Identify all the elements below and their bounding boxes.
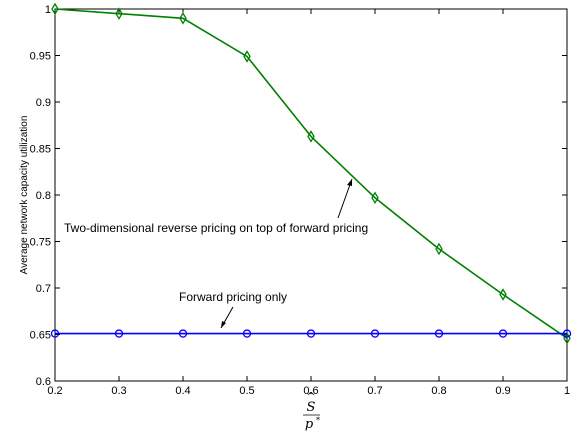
annotation-forward-only-arrowhead (221, 321, 226, 328)
x-tick-label: 0.4 (175, 385, 190, 397)
x-axis-label-hat: ^ (306, 390, 315, 403)
y-tick-label: 0.7 (36, 283, 51, 295)
series-layer (50, 2, 572, 345)
x-tick-label: 0.5 (239, 385, 254, 397)
series-2-point (370, 329, 380, 338)
series-2-point (306, 329, 316, 338)
y-tick-label: 0.85 (30, 144, 51, 156)
annotation-two-dimensional-arrowhead (347, 179, 352, 186)
series-1-point (307, 130, 315, 143)
x-tick-label: 1 (564, 385, 570, 397)
series-2-point (114, 329, 124, 338)
x-tick-label: 0.3 (111, 385, 126, 397)
annotation-two-dimensional: Two-dimensional reverse pricing on top o… (64, 178, 368, 235)
series-1-point (499, 288, 507, 301)
x-tick-label: 0.6 (303, 385, 318, 397)
series-1-point (51, 2, 59, 16)
plot-area (54, 8, 568, 382)
series-2 (50, 329, 572, 338)
y-tick-label: 0.65 (30, 330, 51, 342)
series-1-point (435, 242, 443, 256)
series-2-point (178, 329, 188, 338)
y-axis-ticks: 0.6 0.65 0.7 0.75 0.8 0.85 0.9 0.95 1 (30, 4, 567, 388)
y-axis-label: Average network capacity utilization (19, 116, 30, 275)
x-tick-label: 0.7 (367, 385, 382, 397)
series-2-point (242, 329, 252, 338)
series-2-point (50, 329, 60, 338)
series-1-line (54, 8, 568, 339)
x-axis-label-numerator: S (307, 400, 316, 415)
x-tick-label: 0.2 (47, 385, 62, 397)
series-1-point (115, 7, 123, 20)
series-1-point (179, 12, 187, 25)
y-tick-label: 0.6 (36, 376, 51, 388)
y-tick-label: 0.75 (30, 237, 51, 249)
x-axis-ticks: 0.2 0.3 0.4 0.5 0.6 0.7 0.8 0.9 1 (47, 9, 570, 397)
series-2-point (498, 329, 508, 338)
y-tick-label: 0.95 (30, 51, 51, 63)
series-2-point (434, 329, 444, 338)
y-tick-label: 0.9 (36, 97, 51, 109)
x-axis-label: S ^ p * (303, 390, 320, 432)
x-tick-label: 0.9 (495, 385, 510, 397)
annotation-forward-only-text: Forward pricing only (179, 290, 287, 304)
series-1-point (243, 50, 251, 63)
series-2-point (562, 329, 572, 338)
y-tick-label: 0.8 (36, 190, 51, 202)
annotation-two-dimensional-text: Two-dimensional reverse pricing on top o… (64, 221, 368, 235)
y-tick-label: 1 (45, 4, 51, 16)
x-tick-label: 0.8 (431, 385, 446, 397)
x-axis-label-denominator: p (305, 417, 314, 432)
annotation-forward-only: Forward pricing only (179, 290, 287, 329)
x-axis-label-denominator-sup: * (316, 416, 320, 425)
series-1-point (371, 191, 379, 205)
